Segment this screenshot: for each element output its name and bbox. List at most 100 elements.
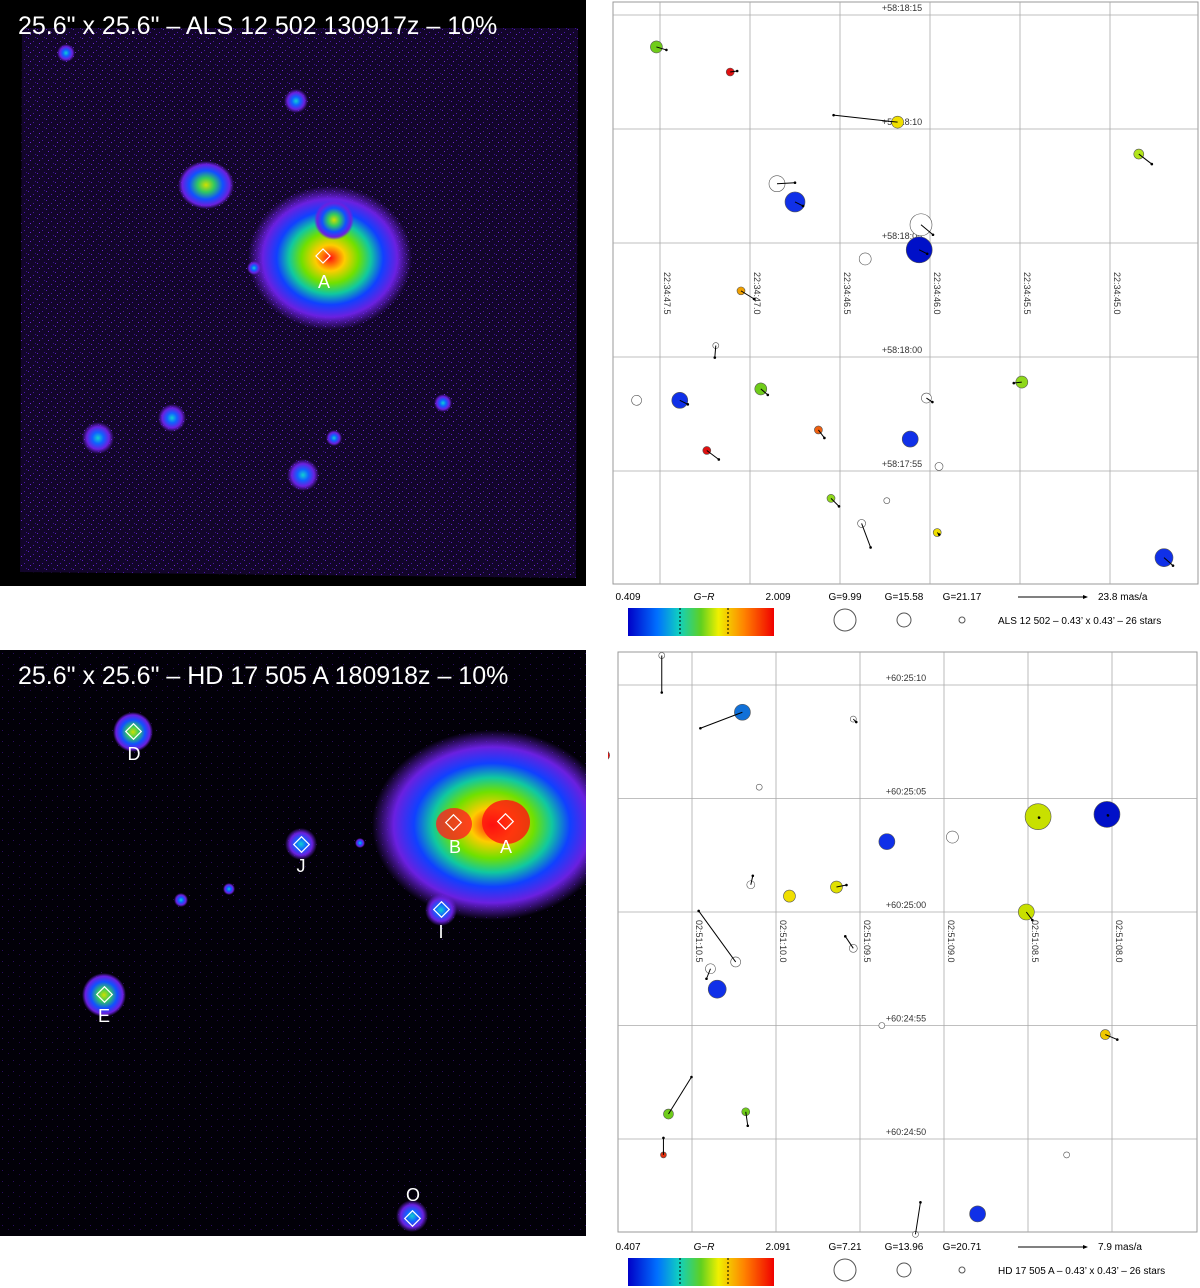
proper-motion-tip: [713, 356, 717, 359]
star-marker: [946, 830, 959, 844]
star-label-a: A: [318, 272, 330, 292]
star-marker: [1063, 1151, 1070, 1159]
star-marker: [934, 462, 944, 471]
dec-tick-label: +58:17:55: [882, 459, 922, 469]
dec-tick-label: +60:24:55: [886, 1014, 926, 1024]
star-marker: [848, 944, 858, 953]
proper-motion-vector: [714, 345, 717, 358]
proper-motion-vector: [750, 875, 754, 885]
star-label-i: I: [438, 922, 443, 942]
proper-motion-tip: [931, 400, 934, 404]
size-legend-circle: [896, 612, 912, 628]
top-finder-chart: 22:34:47.5 22:34:47.0 22:34:46.5 22:34:46.0…: [608, 0, 1200, 640]
star-marker: [671, 392, 689, 409]
star-label-o: O: [406, 1185, 420, 1205]
chart-caption: HD 17 505 A – 0.43’ x 0.43’ – 26 stars: [998, 1266, 1165, 1277]
proper-motion-tip: [801, 204, 805, 208]
size-legend-circle: [833, 1258, 857, 1282]
proper-motion-tip: [823, 436, 826, 440]
ra-tick-label: 22:34:45.5: [1022, 272, 1032, 315]
colorbar-axis-label: G−R: [694, 592, 715, 603]
proper-motion-vector: [656, 46, 667, 51]
chart-caption: ALS 12 502 – 0.43’ x 0.43’ – 26 stars: [998, 616, 1161, 627]
pm-scale-label: 23.8 mas/a: [1098, 592, 1148, 603]
proper-motion-tip: [705, 977, 708, 981]
star-marker: [969, 1205, 986, 1223]
proper-motion-tip: [854, 720, 858, 724]
proper-motion-vector: [861, 523, 872, 548]
star-label-a: A: [500, 837, 512, 857]
proper-motion-vector: [794, 201, 804, 207]
star-marker: [901, 430, 919, 448]
size-legend-label: G=15.58: [885, 592, 924, 603]
size-legend-circle: [896, 1262, 912, 1278]
star-label-e: E: [98, 1006, 110, 1026]
proper-motion-tip: [665, 48, 668, 52]
top-image-title: 25.6" x 25.6" – ALS 12 502 130917z – 10%: [18, 12, 498, 40]
star-blob-small: [158, 404, 186, 432]
ra-tick-label: 02:51:08.5: [1030, 920, 1040, 963]
dec-tick-label: +60:25:00: [886, 900, 926, 910]
star-marker: [857, 519, 866, 528]
star-marker: [878, 833, 896, 850]
proper-motion-vector: [1025, 911, 1033, 921]
proper-motion-tip: [837, 505, 841, 508]
proper-motion-tip: [751, 874, 755, 878]
proper-motion-tip: [697, 909, 700, 913]
dec-tick-label: +58:18:00: [882, 345, 922, 355]
proper-motion-tip: [746, 1124, 750, 1128]
star-blob-small: [57, 44, 75, 62]
star-blob-small: [247, 261, 261, 275]
star-core-b: [436, 808, 472, 840]
proper-motion-vector: [700, 711, 743, 729]
size-legend-label: G=21.17: [943, 592, 982, 603]
plot-frame: [617, 651, 1198, 1233]
star-label-b: B: [449, 837, 461, 857]
star-marker: [707, 979, 727, 999]
proper-motion-tip: [931, 233, 935, 237]
ra-tick-label: 02:51:08.0: [1114, 920, 1124, 963]
proper-motion-tip: [1115, 1038, 1119, 1041]
proper-motion-vector: [740, 290, 755, 300]
dec-tick-label: +60:25:10: [886, 673, 926, 683]
star-marker: [878, 1022, 886, 1029]
colorbar: [628, 608, 774, 636]
proper-motion-vector: [1138, 153, 1153, 165]
proper-motion-tip: [845, 883, 848, 887]
size-legend-label: G=9.99: [828, 592, 862, 603]
proper-motion-vector: [836, 884, 847, 888]
size-legend-label: G=20.71: [943, 1242, 982, 1253]
colorbar: [628, 1258, 774, 1286]
star-blob-ab: [372, 730, 586, 920]
bottom-astro-svg: D J B A I E O: [0, 650, 586, 1236]
proper-motion-tip: [1106, 814, 1110, 817]
proper-motion-tip: [752, 297, 756, 301]
star-marker: [734, 703, 751, 721]
proper-motion-tip: [1171, 564, 1175, 567]
colorbar-min-label: 0.409: [615, 592, 640, 603]
proper-motion-tip: [925, 252, 929, 256]
bottom-chart-svg: 02:51:10.5 02:51:10.0 02:51:09.5 02:51:09.0…: [608, 651, 1198, 1286]
proper-motion-vector: [1163, 557, 1174, 567]
proper-motion-tip: [690, 1075, 693, 1079]
proper-motion-tip: [832, 113, 835, 117]
star-blob-o: [396, 1200, 428, 1232]
star-marker: [883, 497, 891, 504]
proper-motion-vector: [817, 429, 825, 439]
star-blob-i: [425, 894, 457, 926]
dec-tick-label: +60:25:05: [886, 787, 926, 797]
star-blob-small: [284, 89, 308, 113]
size-legend-circle: [833, 608, 857, 632]
bottom-finder-chart: 02:51:10.5 02:51:10.0 02:51:09.5 02:51:09.0…: [608, 648, 1200, 1288]
proper-motion-vector: [776, 182, 796, 185]
star-blob-small: [434, 394, 452, 412]
pm-scale-label: 7.9 mas/a: [1098, 1242, 1142, 1253]
star-marker: [1093, 801, 1121, 828]
star-blob-nw: [178, 161, 234, 209]
pm-scale-arrowhead: [1083, 595, 1088, 599]
star-marker: [858, 252, 872, 266]
star-blob-j: [285, 828, 317, 860]
proper-motion-vector: [833, 114, 898, 123]
proper-motion-tip: [660, 691, 664, 694]
proper-motion-tip: [735, 69, 739, 73]
